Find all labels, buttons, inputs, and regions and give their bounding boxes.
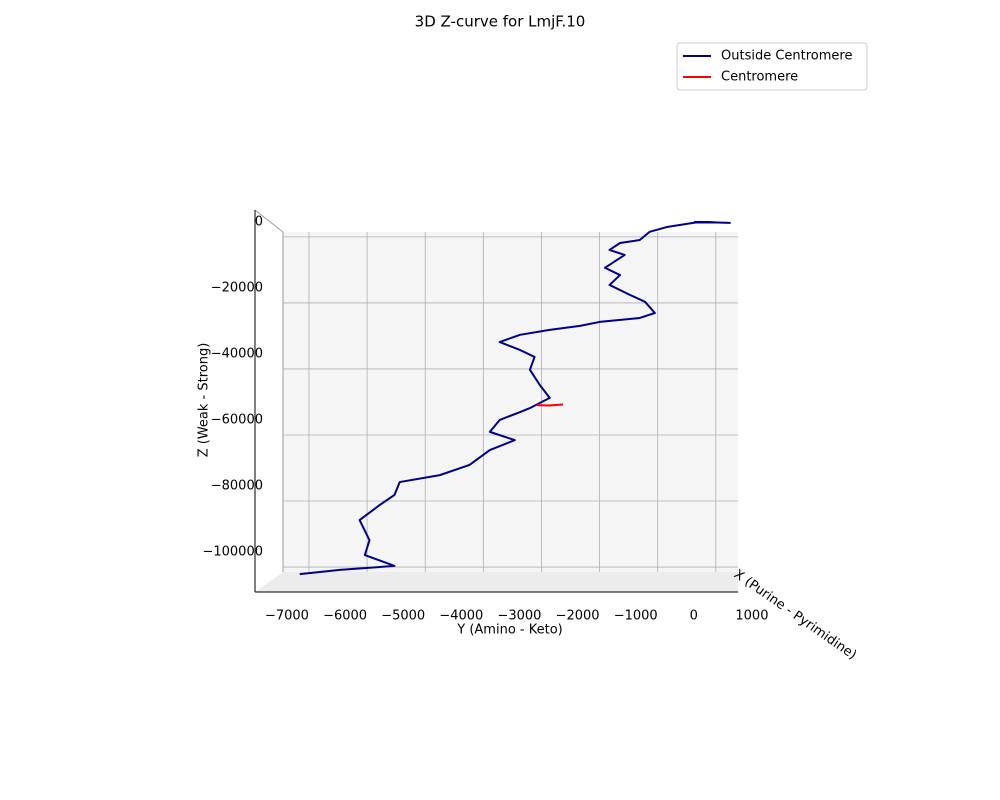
y-tick-label: −20000 (211, 280, 263, 295)
y-tick-label: −40000 (211, 346, 263, 361)
x-tick-label: −5000 (381, 609, 425, 624)
y-tick-label: −100000 (202, 545, 263, 560)
x-tick-label: 0 (690, 609, 698, 624)
y-tick-label: −60000 (211, 412, 263, 427)
back-pane (283, 232, 738, 572)
x-tick-label: −6000 (323, 609, 367, 624)
y-tick-label: −80000 (211, 479, 263, 494)
legend (676, 42, 868, 91)
y-axis-label: Z (Weak - Strong) (197, 343, 212, 458)
x-tick-label: −2000 (556, 609, 600, 624)
x-tick-label: −4000 (439, 609, 483, 624)
x-tick-label: −1000 (614, 609, 658, 624)
pane-edge (254, 209, 284, 233)
legend-label: Outside Centromere (721, 49, 852, 64)
x-tick-label: 1000 (735, 609, 768, 624)
series-line (299, 220, 731, 576)
x-axis-label: Y (Amino - Keto) (456, 623, 562, 638)
x-tick-label: −3000 (497, 609, 541, 624)
legend-label: Centromere (721, 70, 798, 85)
chart-title: 3D Z-curve for LmjF.10 (415, 13, 586, 31)
series-line (536, 403, 564, 407)
y-tick-label: 0 (255, 214, 263, 229)
floor-pane (255, 572, 738, 592)
x-tick-label: −7000 (265, 609, 309, 624)
legend-box (676, 42, 868, 91)
